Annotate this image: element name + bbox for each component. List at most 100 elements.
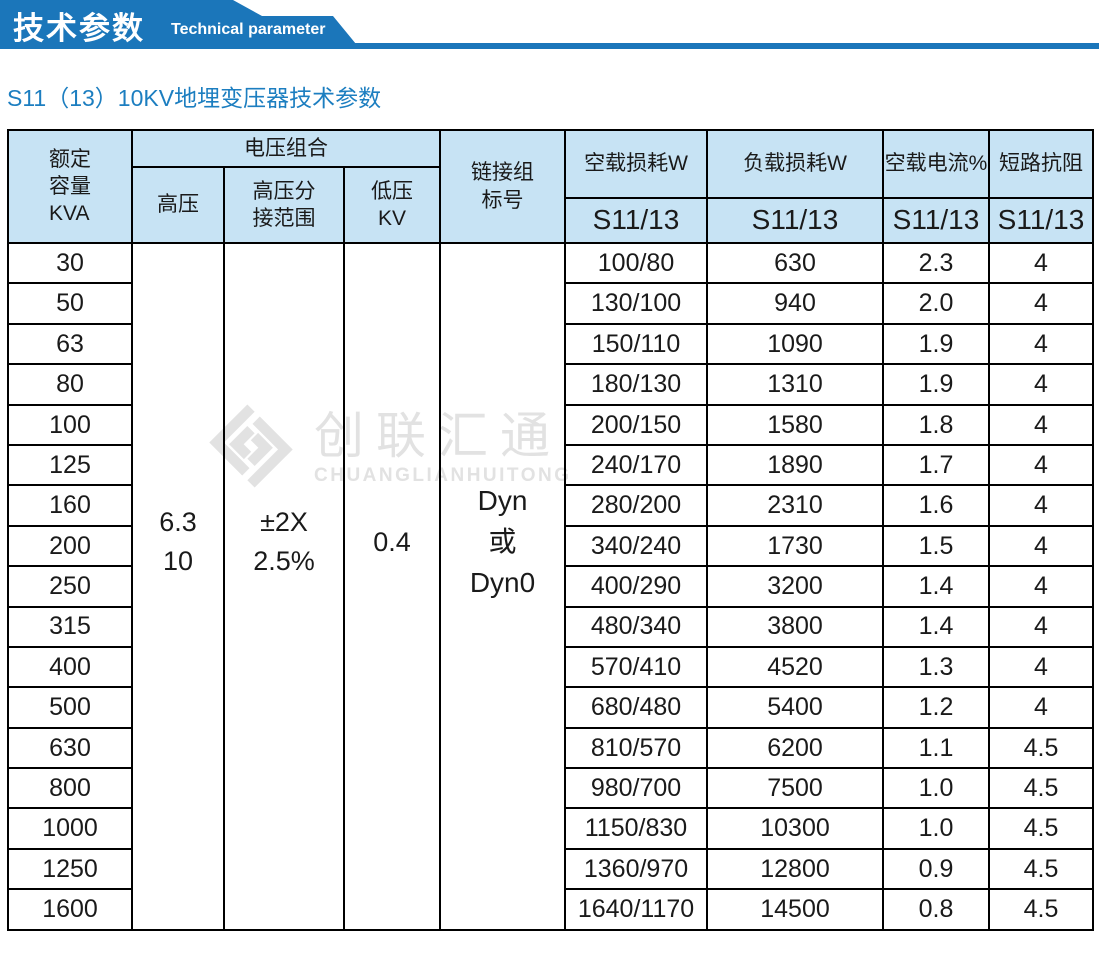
- cell-no-load-current: 1.2: [884, 688, 990, 729]
- cell-impedance: 4.5: [990, 769, 1094, 810]
- cell-no-load-loss: 570/410: [566, 647, 708, 689]
- cell-impedance: 4: [990, 526, 1094, 568]
- cell-impedance: 4.5: [990, 809, 1094, 850]
- cell-impedance: 4.5: [990, 849, 1094, 891]
- cell-no-load-current: 1.5: [884, 526, 990, 568]
- cell-no-load-loss: 150/110: [566, 324, 708, 366]
- header-load-loss: 负载损耗W: [708, 131, 884, 199]
- cell-no-load-loss: 1360/970: [566, 849, 708, 891]
- header-series-load-loss: S11/13: [708, 199, 884, 244]
- watermark-en: CHUANGLIANHUITONG: [314, 465, 572, 486]
- cell-no-load-loss: 1640/1170: [566, 890, 708, 931]
- cell-capacity: 250: [9, 567, 133, 608]
- cell-load-loss: 2310: [708, 486, 884, 527]
- cell-capacity: 500: [9, 688, 133, 729]
- cell-no-load-current: 1.9: [884, 324, 990, 366]
- cell-no-load-current: 1.9: [884, 365, 990, 406]
- technical-parameter-table: 额定 容量 KVA 电压组合 高压 高压分 接范围 低压 KV 链接组 标号 空…: [7, 129, 1094, 931]
- cell-impedance: 4: [990, 607, 1094, 648]
- cell-impedance: 4: [990, 445, 1094, 487]
- cell-no-load-loss: 400/290: [566, 567, 708, 608]
- cell-capacity: 630: [9, 728, 133, 770]
- cell-capacity: 100: [9, 405, 133, 446]
- header-hv: 高压: [133, 168, 225, 244]
- cell-impedance: 4: [990, 284, 1094, 325]
- banner-underline: [0, 43, 1099, 49]
- cell-impedance: 4: [990, 324, 1094, 366]
- cell-load-loss: 3200: [708, 567, 884, 608]
- cell-load-loss: 1730: [708, 526, 884, 568]
- cell-no-load-current: 1.6: [884, 486, 990, 527]
- cell-load-loss: 1090: [708, 324, 884, 366]
- cell-no-load-current: 1.4: [884, 607, 990, 648]
- cell-no-load-current: 1.4: [884, 567, 990, 608]
- cell-no-load-current: 2.0: [884, 284, 990, 325]
- cell-no-load-loss: 100/80: [566, 244, 708, 285]
- cell-load-loss: 940: [708, 284, 884, 325]
- cell-no-load-loss: 980/700: [566, 769, 708, 810]
- cell-capacity: 315: [9, 607, 133, 648]
- cell-capacity: 1250: [9, 849, 133, 891]
- top-banner: 技术参数 Technical parameter: [0, 0, 1099, 49]
- cell-impedance: 4: [990, 405, 1094, 446]
- cell-capacity: 63: [9, 324, 133, 366]
- header-voltage-group: 电压组合: [133, 131, 441, 168]
- header-series-no-load-loss: S11/13: [566, 199, 708, 244]
- cell-load-loss: 1580: [708, 405, 884, 446]
- cell-no-load-current: 1.7: [884, 445, 990, 487]
- cell-no-load-loss: 180/130: [566, 365, 708, 406]
- cell-no-load-current: 2.3: [884, 244, 990, 285]
- cell-no-load-loss: 340/240: [566, 526, 708, 568]
- cell-impedance: 4.5: [990, 728, 1094, 770]
- cell-impedance: 4: [990, 244, 1094, 285]
- header-tap-range: 高压分 接范围: [225, 168, 345, 244]
- cell-capacity: 160: [9, 486, 133, 527]
- cell-impedance: 4: [990, 567, 1094, 608]
- cell-load-loss: 630: [708, 244, 884, 285]
- cell-load-loss: 10300: [708, 809, 884, 850]
- cell-capacity: 800: [9, 769, 133, 810]
- cell-capacity: 125: [9, 445, 133, 487]
- cell-impedance: 4: [990, 688, 1094, 729]
- cell-impedance: 4: [990, 486, 1094, 527]
- banner-title: 技术参数: [13, 11, 145, 46]
- cell-capacity: 80: [9, 365, 133, 406]
- company-logo-icon: [209, 404, 293, 488]
- cell-capacity: 400: [9, 647, 133, 689]
- cell-no-load-current: 0.9: [884, 849, 990, 891]
- cell-no-load-loss: 280/200: [566, 486, 708, 527]
- banner-subtitle: Technical parameter: [171, 21, 326, 38]
- header-no-load-loss: 空载损耗W: [566, 131, 708, 199]
- cell-no-load-current: 1.0: [884, 809, 990, 850]
- cell-capacity: 1000: [9, 809, 133, 850]
- cell-load-loss: 6200: [708, 728, 884, 770]
- cell-no-load-current: 0.8: [884, 890, 990, 931]
- header-series-current: S11/13: [884, 199, 990, 244]
- cell-no-load-current: 1.8: [884, 405, 990, 446]
- page-title: S11（13）10KV地埋变压器技术参数: [7, 85, 382, 111]
- cell-no-load-current: 1.1: [884, 728, 990, 770]
- cell-hv-merged: 6.3 10: [133, 244, 225, 931]
- header-impedance: 短路抗阻: [990, 131, 1094, 199]
- cell-capacity: 200: [9, 526, 133, 568]
- header-link-group: 链接组 标号: [441, 131, 566, 244]
- cell-no-load-loss: 200/150: [566, 405, 708, 446]
- header-capacity: 额定 容量 KVA: [9, 131, 133, 244]
- watermark: 创联汇通 CHUANGLIANHUITONG: [208, 403, 571, 489]
- cell-no-load-loss: 810/570: [566, 728, 708, 770]
- cell-capacity: 50: [9, 284, 133, 325]
- cell-impedance: 4.5: [990, 890, 1094, 931]
- cell-no-load-loss: 480/340: [566, 607, 708, 648]
- cell-impedance: 4: [990, 365, 1094, 406]
- header-lv: 低压 KV: [345, 168, 441, 244]
- cell-tap-merged: ±2X 2.5%: [225, 244, 345, 931]
- cell-load-loss: 1890: [708, 445, 884, 487]
- header-no-load-current: 空载电流%: [884, 131, 990, 199]
- cell-capacity: 30: [9, 244, 133, 285]
- watermark-text: 创联汇通 CHUANGLIANHUITONG: [314, 403, 571, 487]
- cell-no-load-loss: 130/100: [566, 284, 708, 325]
- cell-load-loss: 1310: [708, 365, 884, 406]
- banner-shape: 技术参数 Technical parameter: [0, 0, 356, 44]
- cell-lv-merged: 0.4: [345, 244, 441, 931]
- parameter-table-wrap: 创联汇通 CHUANGLIANHUITONG 额定 容量 KVA 电压组合 高压…: [7, 129, 1094, 931]
